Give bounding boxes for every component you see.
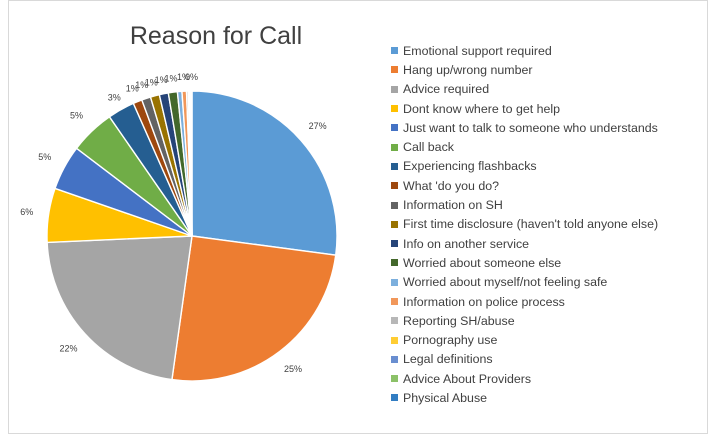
legend-item-16: Legal definitions	[391, 350, 658, 369]
legend-swatch	[391, 220, 398, 228]
legend-item-4: Just want to talk to someone who underst…	[391, 118, 658, 137]
legend-item-6: Experiencing flashbacks	[391, 157, 658, 176]
legend-swatch	[391, 375, 398, 383]
legend-swatch	[391, 124, 398, 132]
legend-swatch	[391, 336, 398, 344]
legend-item-5: Call back	[391, 137, 658, 156]
legend-item-11: Worried about someone else	[391, 253, 658, 272]
data-label-4: 5%	[38, 152, 51, 162]
legend-label: Just want to talk to someone who underst…	[403, 120, 658, 135]
legend-swatch	[391, 201, 398, 209]
pie-slice-0	[191, 90, 338, 256]
legend-swatch	[391, 85, 398, 93]
data-label-9: 1%	[145, 77, 158, 87]
data-label-3: 6%	[20, 207, 33, 217]
legend-swatch	[391, 162, 398, 170]
legend-label: Information on SH	[403, 198, 503, 213]
legend-swatch	[391, 317, 398, 325]
legend-swatch	[391, 105, 398, 113]
data-label-6: 3%	[108, 92, 121, 102]
data-label-11: 1%	[164, 73, 177, 83]
pie-slice-1	[171, 235, 337, 382]
legend-item-2: Advice required	[391, 80, 658, 99]
legend-item-14: Reporting SH/abuse	[391, 311, 658, 330]
legend-label: Information on police process	[403, 294, 565, 309]
legend-item-15: Pornography use	[391, 330, 658, 349]
legend-label: Worried about myself/not feeling safe	[403, 275, 608, 290]
legend-swatch	[391, 394, 398, 402]
legend-swatch	[391, 143, 398, 151]
legend-item-3: Dont know where to get help	[391, 99, 658, 118]
legend-label: Pornography use	[403, 333, 498, 348]
pie-slice-18	[190, 90, 193, 237]
legend-label: Dont know where to get help	[403, 101, 561, 116]
legend-swatch	[391, 259, 398, 267]
legend-swatch	[391, 66, 398, 74]
data-label-5: 5%	[70, 110, 83, 120]
chart-title: Reason for Call	[129, 22, 303, 50]
data-label-18: 0%	[185, 72, 198, 82]
legend-label: Emotional support required	[403, 43, 552, 58]
data-label-7: 1%	[126, 84, 139, 94]
legend-label: Legal definitions	[403, 352, 493, 367]
legend-item-13: Information on police process	[391, 292, 658, 311]
legend-item-10: Info on another service	[391, 234, 658, 253]
data-label-2: 22%	[59, 343, 77, 353]
legend-label: Call back	[403, 140, 454, 155]
legend-label: Info on another service	[403, 236, 530, 251]
data-label-1: 25%	[284, 364, 302, 374]
legend-item-18: Physical Abuse	[391, 388, 658, 407]
legend-item-12: Worried about myself/not feeling safe	[391, 273, 658, 292]
legend-item-1: Hang up/wrong number	[391, 60, 658, 79]
legend-swatch	[391, 240, 398, 248]
data-label-13: 1%	[177, 72, 190, 82]
legend-label: What 'do you do?	[403, 178, 500, 193]
legend-label: Hang up/wrong number	[403, 62, 533, 77]
legend-item-0: Emotional support required	[391, 41, 658, 60]
legend-swatch	[391, 182, 398, 190]
legend-label: Advice required	[403, 82, 490, 97]
legend-swatch	[391, 355, 398, 363]
legend-item-8: Information on SH	[391, 195, 658, 214]
legend-item-7: What 'do you do?	[391, 176, 658, 195]
legend: Emotional support required Hang up/wrong …	[391, 41, 658, 408]
data-label-10: 1%	[155, 75, 168, 85]
legend-swatch	[391, 278, 398, 286]
legend-label: Advice About Providers	[403, 371, 532, 386]
legend-label: Reporting SH/abuse	[403, 313, 515, 328]
legend-label: Experiencing flashbacks	[403, 159, 537, 174]
legend-swatch	[391, 47, 398, 55]
legend-swatch	[391, 298, 398, 305]
legend-item-17: Advice About Providers	[391, 369, 658, 388]
legend-label: Worried about someone else	[403, 255, 562, 270]
legend-label: Physical Abuse	[403, 390, 488, 405]
data-label-0: 27%	[309, 121, 327, 131]
legend-item-9: First time disclosure (haven't told anyo…	[391, 215, 658, 234]
data-label-8: 1%	[135, 80, 148, 90]
pie-slice-2	[46, 235, 193, 381]
legend-label: First time disclosure (haven't told anyo…	[403, 217, 659, 232]
